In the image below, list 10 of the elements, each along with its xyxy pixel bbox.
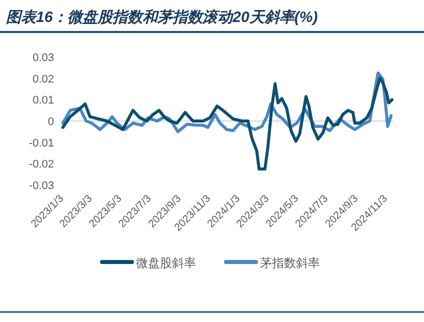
y-tick-label: 0.02 [32, 73, 54, 86]
y-tick-label: 0 [48, 116, 54, 128]
y-tick-label: 0.03 [32, 52, 54, 64]
legend-label: 微盘股斜率 [136, 256, 196, 270]
y-tick-label: -0.03 [28, 180, 54, 192]
y-tick-label: 0.01 [32, 94, 54, 107]
legend-label: 茅指数斜率 [260, 256, 320, 270]
y-tick-label: -0.01 [28, 137, 54, 150]
y-tick-label: -0.02 [28, 158, 54, 171]
title: 图表16：微盘股指数和茅指数滚动20天斜率(%) [6, 9, 318, 26]
